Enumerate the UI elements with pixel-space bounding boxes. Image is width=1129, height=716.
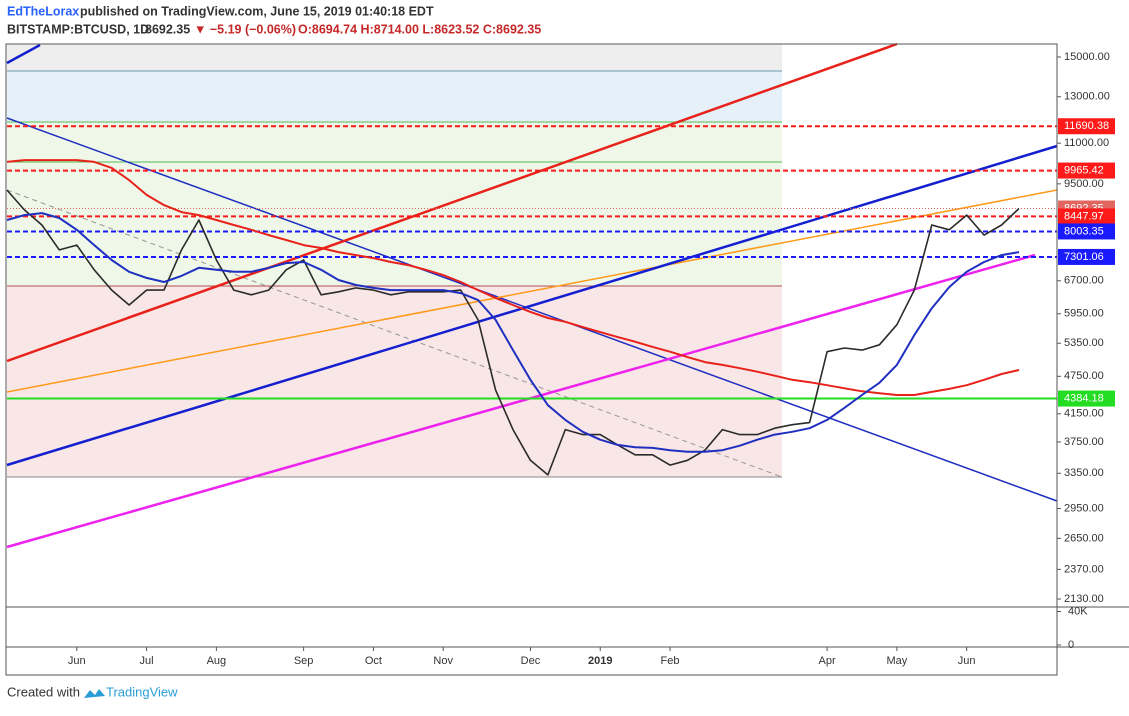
price-label: 7301.06: [1064, 251, 1104, 263]
volume-tick-label: 0: [1068, 639, 1074, 651]
published: published on TradingView.com, June 15, 2…: [80, 4, 434, 18]
y-tick-label: 13000.00: [1064, 91, 1110, 103]
x-tick-label: 2019: [588, 655, 612, 667]
x-tick-label: Jun: [68, 655, 86, 667]
plot: [6, 125, 1057, 476]
x-tick-label: Oct: [365, 655, 382, 667]
y-tick-label: 2130.00: [1064, 593, 1104, 605]
author: EdTheLorax: [7, 4, 79, 18]
y-tick-label: 3350.00: [1064, 467, 1104, 479]
price-label-box: [1058, 162, 1115, 179]
y-tick-label: 2950.00: [1064, 502, 1104, 514]
x-tick-label: Dec: [521, 655, 541, 667]
y-tick-label: 2650.00: [1064, 532, 1104, 544]
series-line: [6, 189, 1020, 476]
x-tick-label: Nov: [433, 655, 453, 667]
price-label-box: [1058, 118, 1115, 135]
price-label-box: [1058, 223, 1115, 240]
y-tick-label: 5350.00: [1064, 337, 1104, 349]
x-tick-label: Jun: [958, 655, 976, 667]
ohlc: O:8694.74 H:8714.00 L:8623.52 C:8692.35: [298, 22, 541, 36]
y-tick-label: 4150.00: [1064, 408, 1104, 420]
x-tick-label: Apr: [819, 655, 836, 667]
y-tick-label: 9500.00: [1064, 178, 1104, 190]
price-label-box: [1058, 248, 1115, 265]
y-tick-label: 15000.00: [1064, 51, 1110, 63]
x-tick-label: Jul: [140, 655, 154, 667]
x-tick-label: May: [886, 655, 907, 667]
brand-logo: [84, 689, 105, 698]
y-tick-label: 11000.00: [1064, 137, 1109, 149]
price-label-box: [1058, 390, 1115, 407]
price-label: 4384.18: [1064, 392, 1104, 404]
series-line: [6, 212, 1020, 453]
symbol: BITSTAMP:BTCUSD, 1D: [7, 22, 149, 36]
last-price: 8692.35: [145, 22, 190, 36]
price-label-box: [1058, 208, 1115, 225]
y-tick-label: 4750.00: [1064, 370, 1104, 382]
series-line: [6, 159, 1020, 396]
footer-brand[interactable]: TradingView: [106, 684, 178, 699]
price-label: 9965.42: [1064, 164, 1104, 176]
x-tick-label: Feb: [661, 655, 680, 667]
trend-lines: [6, 42, 1058, 549]
frame: [5, 43, 1058, 676]
price-label: 8447.97: [1064, 210, 1104, 222]
change: ▼ −5.19 (−0.06%): [194, 22, 296, 36]
y-tick-label: 2370.00: [1064, 563, 1104, 575]
price-label: 8003.35: [1064, 225, 1104, 237]
volume-tick-label: 40K: [1068, 605, 1088, 617]
y-tick-label: 5950.00: [1064, 308, 1104, 320]
y-tick-label: 3750.00: [1064, 436, 1104, 448]
footer-created: Created with: [7, 684, 80, 699]
x-tick-label: Aug: [207, 655, 227, 667]
x-tick-label: Sep: [294, 655, 314, 667]
background-zones: [7, 44, 782, 478]
y-tick-label: 6700.00: [1064, 275, 1104, 287]
price-label: 11690.38: [1064, 120, 1109, 132]
